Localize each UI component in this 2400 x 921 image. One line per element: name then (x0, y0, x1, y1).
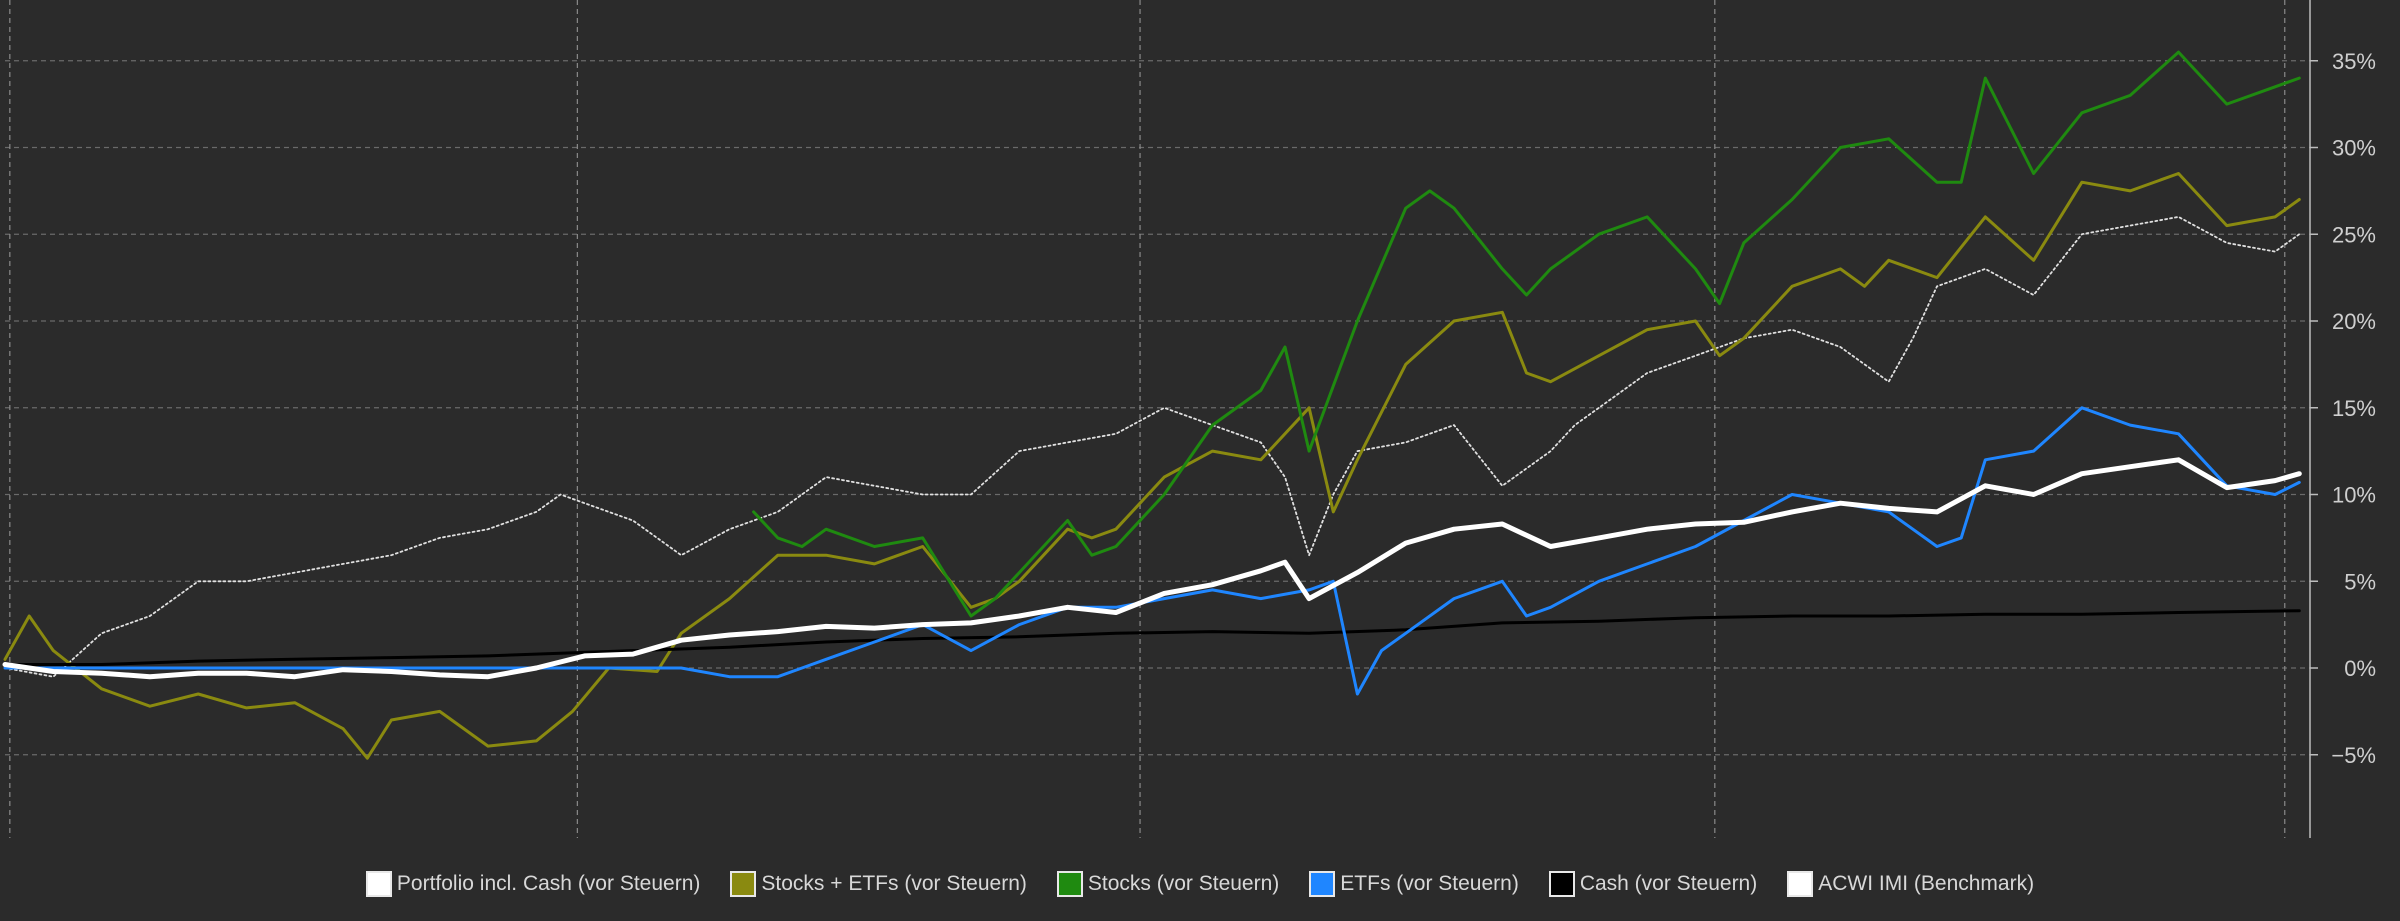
legend-swatch (365, 871, 392, 897)
legend-item[interactable]: Stocks + ETFs (vor Steuern) (730, 871, 1027, 897)
y-tick-label: 25% (2332, 222, 2376, 247)
series-layer (2, 50, 2302, 760)
y-tick-label: 5% (2344, 569, 2376, 594)
legend-label: Stocks + ETFs (vor Steuern) (761, 872, 1027, 895)
series-line-0 (2, 457, 2302, 680)
y-tick-label: 15% (2332, 396, 2376, 421)
y-tick-label: 35% (2332, 49, 2376, 74)
y-tick-label: 0% (2344, 656, 2376, 681)
series-line-1 (3, 172, 2301, 760)
legend: Portfolio incl. Cash (vor Steuern) Stocks… (0, 862, 2400, 906)
legend-swatch (1056, 871, 1083, 897)
y-tick-label: 10% (2332, 483, 2376, 508)
y-tick-label: 30% (2332, 136, 2376, 161)
legend-label: ACWI IMI (Benchmark) (1818, 872, 2035, 895)
legend-label: Cash (vor Steuern) (1579, 872, 1758, 895)
series-line-4 (3, 609, 2301, 666)
line-chart: 35% 30% 25% 20% 15% 10% 5% 0% −5% (2, 0, 2376, 838)
legend-item[interactable]: Stocks (vor Steuern) (1056, 871, 1280, 897)
series-line-3 (3, 406, 2301, 696)
series-line-5 (4, 216, 2301, 678)
legend-swatch (1548, 871, 1575, 897)
legend-swatch (730, 871, 757, 897)
legend-item[interactable]: ACWI IMI (Benchmark) (1787, 871, 2034, 897)
grid (5, 0, 2310, 838)
legend-item[interactable]: Portfolio incl. Cash (vor Steuern) (365, 871, 701, 897)
legend-label: Portfolio incl. Cash (vor Steuern) (396, 872, 701, 895)
legend-item[interactable]: ETFs (vor Steuern) (1309, 871, 1519, 897)
legend-label: Stocks (vor Steuern) (1087, 872, 1280, 895)
legend-swatch (1787, 871, 1814, 897)
legend-item[interactable]: Cash (vor Steuern) (1548, 871, 1758, 897)
y-axis: 35% 30% 25% 20% 15% 10% 5% 0% −5% (2309, 0, 2376, 838)
y-tick-label: 20% (2332, 309, 2376, 334)
y-tick-label: −5% (2331, 743, 2376, 768)
legend-label: ETFs (vor Steuern) (1340, 872, 1519, 895)
legend-swatch (1309, 871, 1336, 897)
series-line-2 (752, 50, 2301, 618)
